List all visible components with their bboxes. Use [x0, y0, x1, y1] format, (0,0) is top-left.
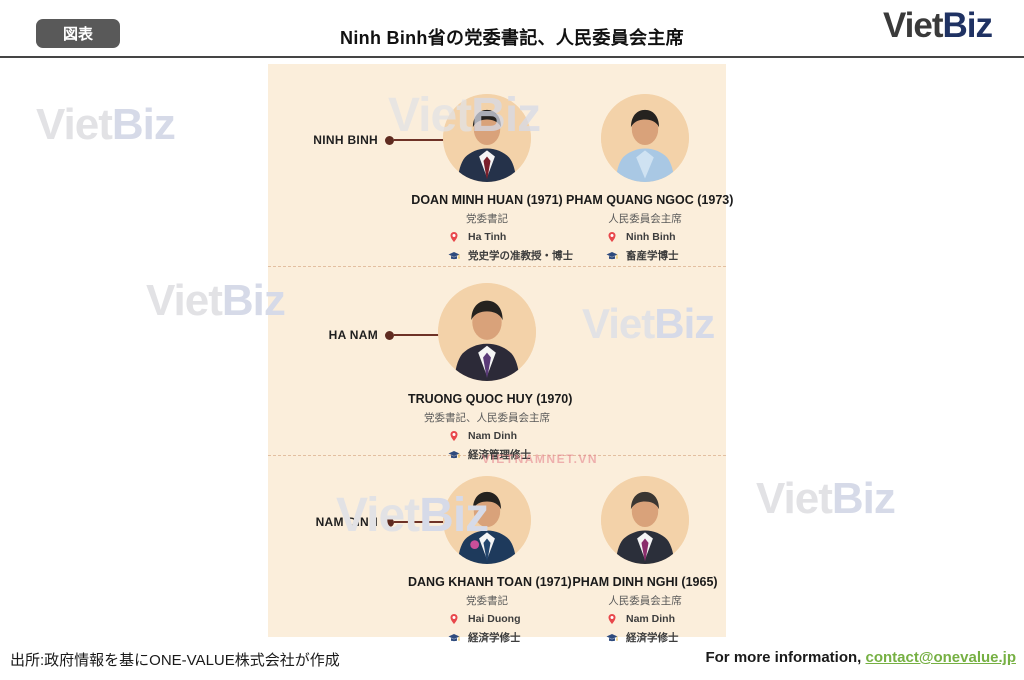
- person-role: 党委書記: [466, 595, 508, 607]
- person-photo: [601, 476, 689, 564]
- graduation-cap-icon: [448, 633, 460, 641]
- degree-row: 経済学修士: [566, 630, 724, 645]
- graduation-cap-icon: [448, 450, 460, 458]
- vietbiz-watermark: VietBiz: [582, 300, 715, 347]
- hometown-row: Hai Duong: [408, 613, 566, 625]
- graduation-cap-icon: [606, 633, 618, 641]
- source-note: 出所:政府情報を基にONE-VALUE株式会社が作成: [10, 652, 340, 669]
- figure-badge: 図表: [36, 19, 121, 48]
- person-name: DANG KHANH TOAN (1971): [408, 575, 572, 589]
- vietbiz-watermark: VietBiz: [756, 474, 896, 523]
- logo-part-viet: Viet: [882, 6, 944, 45]
- location-pin-icon: [450, 232, 458, 242]
- connector-dot: [385, 330, 394, 340]
- infographic-panel: NINH BINH HA NAM NAM DINH DOAN MINH HUAN…: [268, 64, 734, 644]
- person-card: DOAN MINH HUAN (1971) 党委書記 Ha Tinh 党史学の准…: [408, 64, 573, 263]
- region-connector-ha-nam: HA NAM: [304, 328, 441, 342]
- location-pin-icon: [450, 614, 458, 624]
- person-photo: [443, 94, 531, 182]
- region-connector-nam-dinh: NAM DINH: [304, 515, 446, 529]
- vietbiz-logo: VietBiz: [882, 6, 993, 46]
- person-role: 党委書記: [466, 213, 508, 225]
- person-role: 人民委員会主席: [608, 595, 682, 607]
- location-pin-icon: [450, 431, 458, 441]
- logo-part-biz: Biz: [942, 6, 993, 45]
- header-divider: [0, 56, 1024, 58]
- contact-line: For more information, contact@onevalue.j…: [705, 649, 1016, 666]
- degree-row: 畜産学博士: [566, 248, 724, 263]
- hometown-row: Nam Dinh: [408, 430, 566, 442]
- degree-row: 経済学修士: [408, 630, 566, 645]
- vietbiz-watermark: VietBiz: [388, 89, 541, 142]
- degree-row: 党史学の准教授・博士: [408, 248, 573, 263]
- person-photo: [438, 283, 536, 381]
- person-role: 党委書記、人民委員会主席: [424, 412, 550, 424]
- region-label: NINH BINH: [313, 133, 378, 147]
- graduation-cap-icon: [448, 251, 460, 259]
- contact-email-link[interactable]: contact@onevalue.jp: [865, 649, 1017, 666]
- person-card: TRUONG QUOC HUY (1970) 党委書記、人民委員会主席 Nam …: [408, 267, 573, 462]
- hometown-row: Ha Tinh: [408, 231, 566, 243]
- connector-line: [394, 334, 441, 336]
- section-nam-dinh: DANG KHANH TOAN (1971) 党委書記 Hai Duong 経済…: [268, 456, 726, 644]
- vietbiz-watermark: VietBiz: [336, 489, 489, 542]
- connector-dot: [385, 517, 394, 527]
- section-ha-nam: TRUONG QUOC HUY (1970) 党委書記、人民委員会主席 Nam …: [268, 267, 726, 461]
- connector-line: [394, 521, 446, 523]
- person-photo: [601, 94, 689, 182]
- person-card: PHAM QUANG NGOC (1973) 人民委員会主席 Ninh Binh…: [566, 64, 734, 263]
- contact-prefix: For more information,: [705, 649, 866, 666]
- section-ninh-binh: DOAN MINH HUAN (1971) 党委書記 Ha Tinh 党史学の准…: [268, 64, 734, 267]
- hometown-row: Ninh Binh: [566, 231, 724, 243]
- connector-line: [394, 139, 446, 141]
- person-role: 人民委員会主席: [608, 213, 682, 225]
- graduation-cap-icon: [606, 251, 618, 259]
- person-name: PHAM DINH NGHI (1965): [572, 575, 718, 589]
- page-title: Ninh Binh省の党委書記、人民委員会主席: [340, 28, 684, 48]
- location-pin-icon: [608, 614, 616, 624]
- region-connector-ninh-binh: NINH BINH: [304, 133, 446, 147]
- person-name: PHAM QUANG NGOC (1973): [566, 193, 734, 207]
- person-card: DANG KHANH TOAN (1971) 党委書記 Hai Duong 経済…: [408, 456, 572, 645]
- vietbiz-watermark: VietBiz: [146, 276, 286, 325]
- region-label: NAM DINH: [315, 515, 378, 529]
- location-pin-icon: [608, 232, 616, 242]
- person-name: TRUONG QUOC HUY (1970): [408, 392, 573, 406]
- region-label: HA NAM: [328, 328, 378, 342]
- connector-dot: [385, 135, 394, 145]
- degree-row: 経済管理修士: [408, 447, 566, 462]
- vietbiz-watermark: VietBiz: [36, 100, 176, 149]
- person-name: DOAN MINH HUAN (1971): [411, 193, 563, 207]
- person-photo: [443, 476, 531, 564]
- hometown-row: Nam Dinh: [566, 613, 724, 625]
- photo-credit-watermark: VIETNAMNET.VN: [481, 452, 599, 466]
- person-card: PHAM DINH NGHI (1965) 人民委員会主席 Nam Dinh 経…: [566, 456, 724, 645]
